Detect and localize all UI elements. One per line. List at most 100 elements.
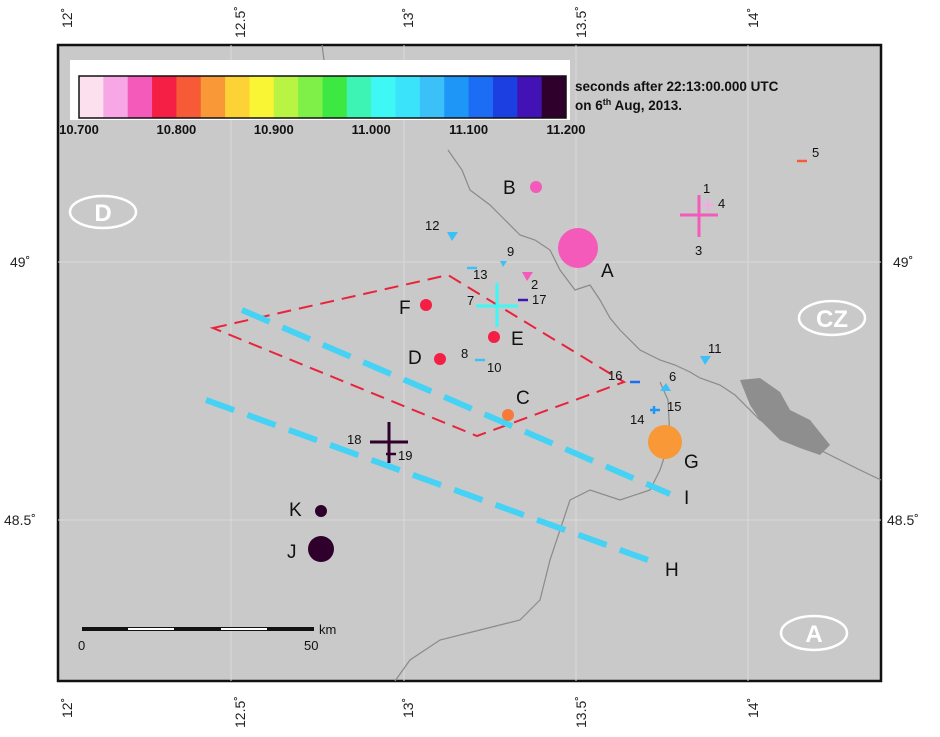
marker-circle-a (558, 228, 598, 268)
lon-tick-label: 12˚ (59, 8, 75, 28)
label-8: 8 (461, 346, 468, 361)
marker-triangle-11 (700, 356, 711, 365)
marker-triangle-12 (447, 232, 458, 241)
colorbar-tick-label: 11.200 (546, 122, 585, 137)
colorbar-tick-label: 11.100 (449, 122, 488, 137)
scale-bar: km 0 50 (78, 622, 336, 653)
label-d: D (408, 348, 422, 369)
scale-unit: km (319, 622, 336, 637)
lon-tick-labels-bottom: 12˚ 12.5˚ 13˚ 13.5˚ 14˚ (59, 696, 761, 728)
scale-end: 50 (304, 638, 318, 653)
marker-circle-g (648, 425, 682, 459)
label-7: 7 (467, 293, 474, 308)
marker-cross-4 (702, 199, 714, 211)
marker-triangle-9 (500, 261, 507, 267)
label-19: 19 (398, 448, 412, 463)
label-2: 2 (531, 277, 538, 292)
lat-tick-label: 48.5˚ (887, 512, 919, 528)
line-h (204, 397, 650, 563)
marker-number-labels: 1 2 3 4 5 6 7 8 9 10 11 12 13 14 15 16 1… (347, 145, 819, 463)
marker-triangle-6 (660, 383, 671, 391)
colorbar-tick-label: 10.700 (59, 122, 99, 137)
label-12: 12 (425, 218, 439, 233)
colorbar-swatch (371, 76, 397, 118)
lon-tick-label: 13˚ (400, 8, 416, 28)
label-4: 4 (718, 196, 725, 211)
marker-circle-c (502, 409, 514, 421)
lon-tick-label: 14˚ (745, 8, 761, 28)
lat-tick-label: 48.5˚ (4, 512, 36, 528)
colorbar-swatch (225, 76, 250, 118)
marker-circle-f (420, 299, 432, 311)
marker-triangle-2 (522, 272, 533, 281)
colorbar-swatch (517, 76, 543, 118)
marker-letter-labels: A B C D E F G J K H I (287, 178, 699, 581)
label-a: A (601, 261, 614, 282)
label-3: 3 (695, 243, 702, 258)
lon-tick-label: 13˚ (400, 698, 416, 718)
lon-tick-label: 13.5˚ (573, 6, 589, 38)
lon-tick-label: 12˚ (59, 698, 75, 718)
colorbar-swatch (444, 76, 470, 118)
colorbar-border (78, 75, 567, 119)
label-e: E (511, 329, 524, 350)
label-c: C (516, 388, 530, 409)
colorbar-tick-label: 10.800 (157, 122, 197, 137)
label-16: 16 (608, 368, 622, 383)
scale-start: 0 (78, 638, 85, 653)
lat-tick-labels: 49˚ 48.5˚ 49˚ 48.5˚ (4, 254, 919, 528)
marker-cross-18 (370, 422, 408, 463)
label-6: 6 (669, 369, 676, 384)
colorbar-swatch (468, 76, 494, 118)
label-j: J (287, 542, 297, 563)
lon-tick-label: 14˚ (745, 698, 761, 718)
label-9: 9 (507, 244, 514, 259)
marker-circle-k (315, 505, 327, 517)
colorbar-swatch (152, 76, 177, 118)
lon-tick-label: 12.5˚ (232, 6, 248, 38)
colorbar-tick-label: 10.900 (254, 122, 294, 137)
colorbar-swatch (200, 76, 226, 118)
svg-text:D: D (94, 200, 111, 227)
colorbar-swatch (127, 76, 153, 118)
marker-circle-e (488, 331, 500, 343)
colorbar-swatch (273, 76, 299, 118)
lon-tick-labels-top: 12˚ 12.5˚ 13˚ 13.5˚ 14˚ (59, 6, 761, 38)
label-13: 13 (473, 267, 487, 282)
label-f: F (399, 298, 411, 319)
colorbar-swatch (419, 76, 445, 118)
label-b: B (503, 178, 516, 199)
marker-circle-j (308, 536, 334, 562)
colorbar-caption-line1: seconds after 22:13:00.000 UTC (575, 79, 779, 94)
colorbar-swatch (541, 76, 567, 118)
country-label-cz: CZ (797, 299, 867, 337)
label-5: 5 (812, 145, 819, 160)
colorbar-tick-label: 11.000 (352, 122, 391, 137)
marker-cross-7 (476, 283, 518, 327)
marker-cross-3 (680, 195, 718, 237)
colorbar-swatch (176, 76, 202, 118)
source-polygon (209, 273, 627, 438)
marker-circle-d (434, 353, 446, 365)
colorbar-swatch (249, 76, 275, 118)
label-15: 15 (667, 399, 681, 414)
label-k: K (289, 500, 302, 521)
label-10: 10 (487, 360, 501, 375)
colorbar-swatch (492, 76, 518, 118)
colorbar-caption-line2: on 6th Aug, 2013. (575, 97, 682, 113)
colorbar-swatch (298, 76, 323, 118)
label-11: 11 (708, 341, 722, 356)
marker-circle-b (530, 181, 542, 193)
lake (740, 378, 830, 455)
lat-tick-label: 49˚ (10, 254, 30, 270)
line-i (240, 307, 672, 497)
colorbar-swatch (322, 76, 348, 118)
label-1: 1 (703, 181, 710, 196)
colorbar-swatch (395, 76, 421, 118)
svg-text:CZ: CZ (816, 306, 848, 333)
country-label-d: D (68, 194, 138, 230)
map-area (56, 43, 883, 683)
label-i: I (684, 488, 689, 509)
country-label-a: A (779, 614, 849, 652)
